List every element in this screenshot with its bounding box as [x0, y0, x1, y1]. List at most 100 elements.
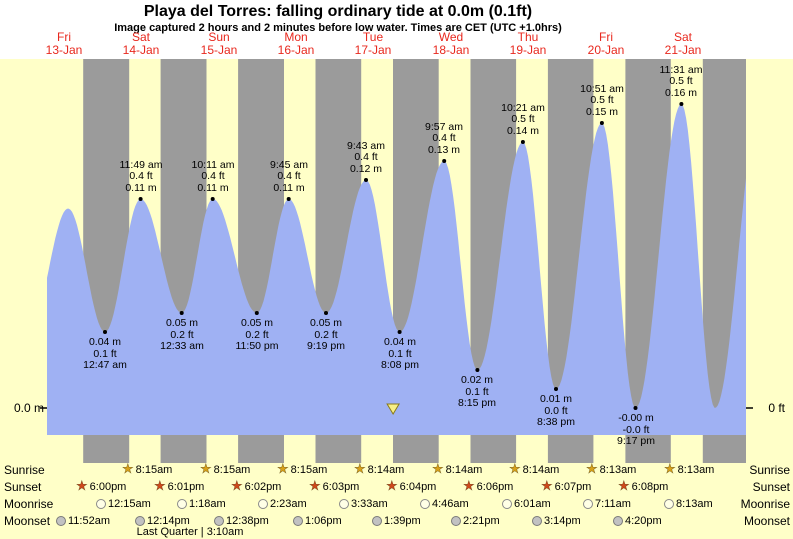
moonrise-item: 2:23am	[258, 496, 307, 511]
sunset-icon: ★	[541, 479, 553, 494]
moonrise-time: 1:18am	[189, 497, 226, 510]
y-axis-label-right: 0 ft	[768, 401, 785, 415]
low-tide-annotation: 0.02 m 0.1 ft 8:15 pm	[458, 374, 496, 409]
sunrise-row-label-left: Sunrise	[4, 463, 45, 477]
low-tide-annotation: 0.01 m 0.0 ft 8:38 pm	[537, 393, 575, 428]
moonset-item: 1:39pm	[372, 513, 421, 528]
sunset-item: ★ 6:04pm	[386, 479, 437, 494]
tide-point-dot	[633, 406, 638, 410]
sunrise-icon: ★	[354, 462, 366, 477]
moonset-icon	[451, 515, 461, 526]
sunset-icon: ★	[309, 479, 321, 494]
day-label: Sat 14-Jan	[122, 30, 160, 57]
moonrise-time: 8:13am	[676, 497, 713, 510]
sunset-icon: ★	[386, 479, 398, 494]
tide-point-dot	[520, 140, 525, 144]
sunset-icon: ★	[154, 479, 166, 494]
sunset-item: ★ 6:03pm	[309, 479, 360, 494]
moonrise-time: 7:11am	[595, 497, 631, 510]
sunset-icon: ★	[231, 479, 243, 494]
sunset-row-label-left: Sunset	[4, 480, 42, 494]
moonrise-item: 3:33am	[339, 496, 388, 511]
sunrise-time: 8:14am	[367, 463, 405, 476]
moonrise-item: 6:01am	[502, 496, 551, 511]
sunset-time: 6:00pm	[89, 480, 127, 493]
moonrise-item: 12:15am	[96, 496, 151, 511]
sunset-item: ★ 6:01pm	[154, 479, 205, 494]
high-tide-annotation: 11:31 am 0.5 ft 0.16 m	[659, 63, 703, 99]
moonrise-icon	[502, 498, 512, 509]
low-tide-annotation: 0.04 m 0.1 ft 12:47 am	[83, 336, 127, 371]
moonset-item: 12:14pm	[135, 513, 190, 528]
sunrise-row-label-right: Sunrise	[749, 463, 790, 477]
moonrise-item: 1:18am	[177, 496, 226, 511]
sunrise-icon: ★	[200, 462, 212, 477]
sunrise-icon: ★	[277, 462, 289, 477]
sunset-time: 6:01pm	[167, 480, 205, 493]
moonrise-icon	[664, 498, 674, 509]
moonrise-time: 3:33am	[351, 497, 388, 510]
day-label: Wed 18-Jan	[432, 30, 470, 57]
day-label: Tue 17-Jan	[354, 30, 392, 57]
moonset-icon	[532, 515, 542, 526]
sunrise-item: ★ 8:14am	[354, 462, 405, 477]
moonset-time: 1:39pm	[384, 514, 421, 527]
sunset-item: ★ 6:08pm	[618, 479, 669, 494]
sunset-time: 6:07pm	[554, 480, 592, 493]
moonrise-icon	[420, 498, 430, 509]
moonset-item: 11:52am	[56, 513, 110, 528]
moon-phase-note: Last Quarter | 3:10am	[136, 526, 244, 538]
moonrise-time: 4:46am	[432, 497, 469, 510]
sunset-item: ★ 6:02pm	[231, 479, 282, 494]
capture-time-marker	[386, 403, 400, 415]
day-label: Sat 21-Jan	[664, 30, 702, 57]
high-tide-annotation: 9:57 am 0.4 ft 0.13 m	[425, 120, 463, 156]
moonset-item: 2:21pm	[451, 513, 500, 528]
moonset-icon	[293, 515, 303, 526]
moonrise-item: 8:13am	[664, 496, 713, 511]
moonrise-row-label-right: Moonrise	[740, 497, 790, 511]
sunset-icon: ★	[463, 479, 475, 494]
header-strip	[0, 0, 793, 59]
tide-point-dot	[254, 311, 259, 315]
tide-point-dot	[286, 197, 291, 201]
low-tide-annotation: -0.00 m -0.0 ft 9:17 pm	[617, 412, 655, 447]
tide-point-dot	[179, 311, 184, 315]
tide-point-dot	[442, 159, 447, 163]
moonset-icon	[372, 515, 382, 526]
sunrise-icon: ★	[432, 462, 444, 477]
moonrise-item: 7:11am	[583, 496, 631, 511]
sunset-time: 6:08pm	[631, 480, 669, 493]
day-label: Sun 15-Jan	[200, 30, 238, 57]
sunrise-item: ★ 8:14am	[432, 462, 483, 477]
moonset-item: 12:38pm	[214, 513, 269, 528]
sunset-time: 6:03pm	[322, 480, 360, 493]
day-label: Fri 20-Jan	[587, 30, 625, 57]
moonset-icon	[613, 515, 623, 526]
tide-point-dot	[397, 330, 402, 334]
sunrise-time: 8:15am	[135, 463, 173, 476]
sunrise-time: 8:15am	[290, 463, 328, 476]
tide-point-dot	[554, 387, 558, 391]
high-tide-annotation: 9:43 am 0.4 ft 0.12 m	[347, 139, 385, 175]
tide-point-dot	[138, 197, 143, 201]
moonset-item: 4:20pm	[613, 513, 662, 528]
moonset-icon	[135, 515, 145, 526]
sunset-time: 6:04pm	[399, 480, 437, 493]
moonrise-icon	[258, 498, 268, 509]
low-tide-annotation: 0.05 m 0.2 ft 11:50 pm	[235, 317, 279, 352]
moonset-item: 1:06pm	[293, 513, 342, 528]
day-label: Fri 13-Jan	[45, 30, 83, 57]
tide-point-dot	[475, 368, 480, 372]
sunset-item: ★ 6:07pm	[541, 479, 592, 494]
high-tide-annotation: 10:21 am 0.5 ft 0.14 m	[501, 101, 545, 137]
sunrise-icon: ★	[586, 462, 598, 477]
high-tide-annotation: 10:51 am 0.5 ft 0.15 m	[580, 82, 624, 118]
sunrise-item: ★ 8:13am	[664, 462, 715, 477]
page-title: Playa del Torres: falling ordinary tide …	[143, 3, 533, 20]
moonrise-time: 12:15am	[108, 497, 151, 510]
moonset-time: 12:14pm	[147, 514, 190, 527]
moonset-item: 3:14pm	[532, 513, 581, 528]
sunset-row-label-right: Sunset	[752, 480, 790, 494]
